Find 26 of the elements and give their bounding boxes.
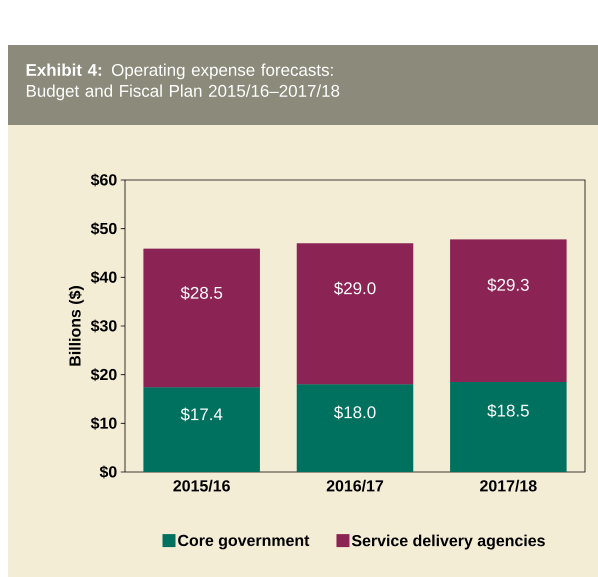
bar	[450, 239, 567, 382]
bar	[296, 243, 414, 384]
legend-label: Service delivery agencies	[352, 534, 545, 550]
data-label: $17.4	[180, 408, 222, 422]
y-tick-label: $10	[90, 416, 117, 430]
y-tick-label: $40	[90, 270, 117, 284]
data-label: $29.3	[487, 278, 529, 292]
data-label: $29.0	[334, 282, 376, 296]
chart-title: Exhibit 4: Operating expense forecasts: Budget and Fiscal Plan 2015/16–2017/18	[26, 64, 340, 100]
y-axis-title: Billions ($)	[68, 286, 84, 366]
data-label: $18.5	[487, 404, 529, 418]
y-tick-label: $20	[90, 368, 117, 382]
y-tick-label: $50	[90, 222, 117, 236]
x-tick-label: 2016/17	[326, 480, 384, 492]
bar	[450, 382, 567, 472]
y-tick-label: $0	[100, 465, 117, 479]
data-label: $28.5	[180, 286, 222, 300]
bar	[143, 248, 260, 388]
bar	[296, 384, 414, 472]
bar	[143, 387, 260, 472]
x-tick-label: 2015/16	[173, 480, 230, 492]
y-tick-label: $30	[90, 319, 117, 333]
x-tick-label: 2017/18	[480, 480, 537, 492]
legend-label: Core government	[178, 534, 310, 550]
data-label: $18.0	[334, 406, 376, 420]
y-tick-label: $60	[90, 174, 117, 187]
